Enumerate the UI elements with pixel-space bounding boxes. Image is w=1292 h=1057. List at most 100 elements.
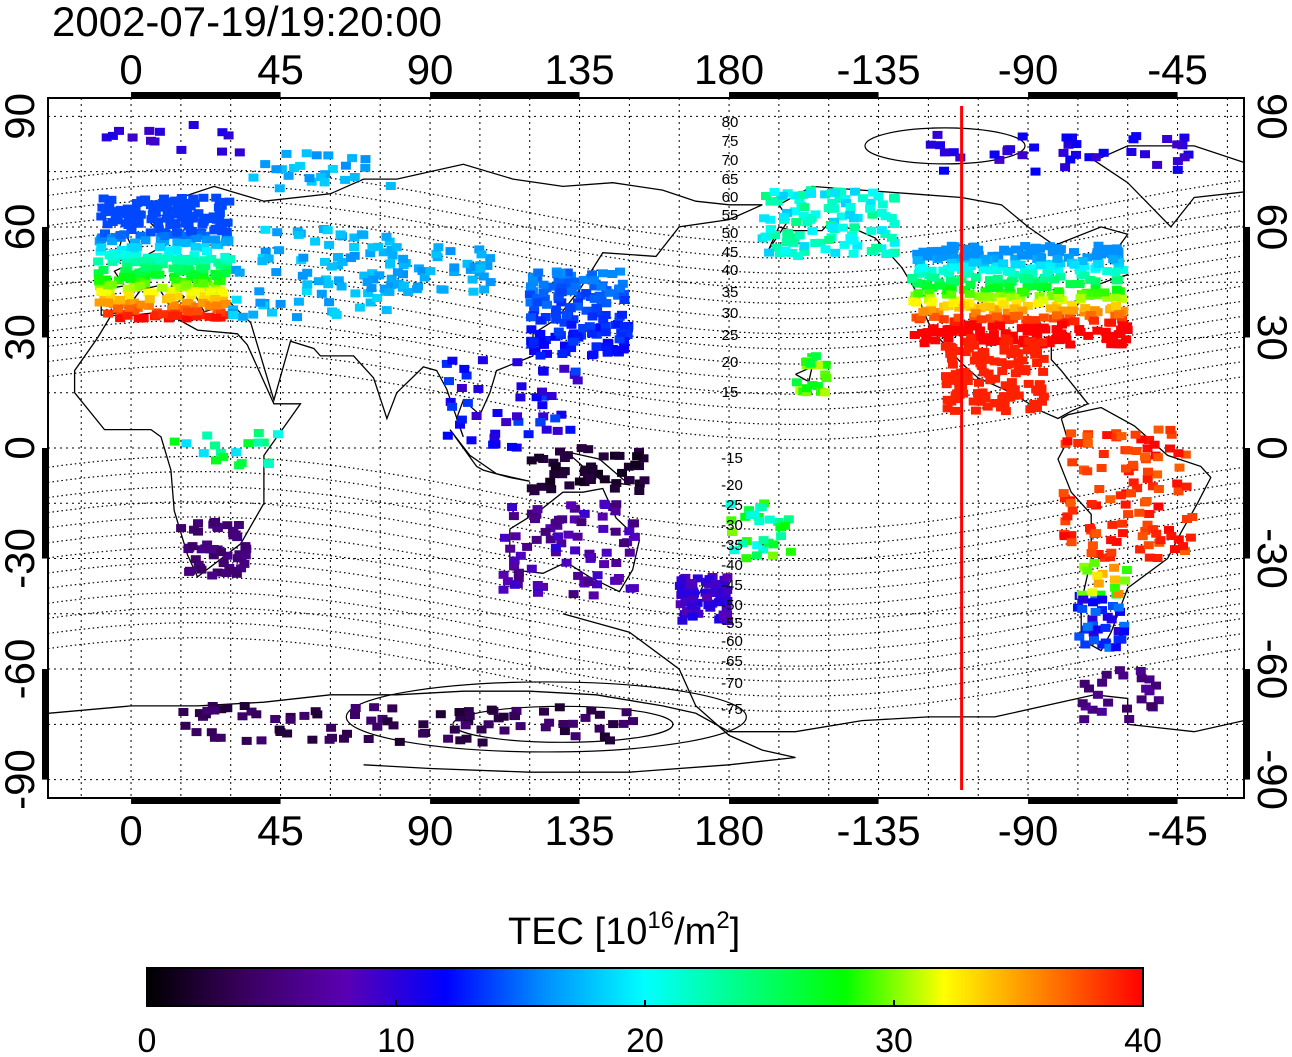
tec-point	[876, 244, 887, 253]
tec-point	[805, 359, 816, 368]
tec-point	[975, 326, 986, 335]
lon-tick-label-top: -45	[1147, 46, 1208, 93]
tec-point	[1055, 272, 1066, 281]
tec-point	[1144, 675, 1155, 684]
tec-point	[254, 287, 265, 296]
tec-point	[302, 280, 313, 289]
tec-point	[1079, 308, 1090, 317]
tec-point	[886, 214, 897, 222]
tec-point	[619, 322, 630, 331]
tec-point	[568, 337, 579, 346]
tec-point	[794, 231, 805, 240]
tec-point	[1069, 317, 1080, 326]
tec-point	[176, 145, 187, 154]
tec-point	[1066, 538, 1077, 547]
tec-point	[944, 269, 955, 278]
tec-point	[1016, 251, 1027, 260]
tec-point	[1105, 553, 1115, 562]
tec-point	[391, 243, 402, 252]
tec-point	[570, 732, 581, 741]
tec-point	[599, 560, 610, 569]
tec-point	[441, 359, 452, 368]
tec-point	[1060, 332, 1071, 341]
tec-point	[1066, 531, 1077, 540]
tec-point	[597, 512, 608, 521]
tec-point	[168, 301, 179, 309]
contour-label: -60	[721, 633, 743, 650]
tec-point	[381, 306, 392, 315]
tec-point	[292, 313, 302, 322]
coastline-path	[48, 690, 1244, 733]
tec-point	[988, 330, 999, 339]
tec-point	[964, 258, 975, 267]
tec-point	[611, 479, 622, 488]
tec-point	[618, 345, 629, 354]
contour-label: 60	[722, 189, 739, 206]
tec-point	[535, 316, 546, 325]
tec-point	[467, 275, 478, 284]
tec-point	[552, 426, 563, 435]
tec-point	[1143, 467, 1153, 476]
tec-point	[1034, 380, 1045, 389]
tec-point	[512, 412, 522, 421]
tec-point	[1141, 497, 1152, 505]
tec-point	[342, 729, 352, 738]
tec-point	[1066, 429, 1077, 438]
tec-point	[181, 439, 192, 448]
tec-point	[1009, 312, 1020, 320]
contour-line	[48, 637, 1244, 713]
tec-point	[1110, 643, 1121, 652]
tec-point	[617, 279, 628, 288]
tec-point	[513, 568, 524, 577]
tec-point	[210, 269, 221, 278]
tec-point	[1037, 338, 1048, 347]
tec-point	[692, 574, 703, 583]
tec-point	[463, 717, 474, 726]
tec-point	[522, 542, 533, 551]
tec-point	[827, 198, 838, 207]
tec-point	[943, 396, 954, 405]
tec-point	[1049, 262, 1060, 271]
tec-point	[1079, 271, 1090, 280]
tec-point	[1146, 702, 1157, 711]
contour-label: -15	[721, 450, 743, 467]
tec-point	[1113, 589, 1124, 598]
tec-point	[186, 287, 197, 296]
tec-point	[930, 336, 941, 345]
tec-point	[498, 570, 509, 579]
tec-point	[837, 223, 848, 232]
contour-label: -50	[721, 597, 743, 614]
tec-point	[378, 248, 389, 257]
lon-tick-label-bottom: -45	[1147, 807, 1208, 854]
tec-point	[157, 203, 168, 212]
tec-point	[680, 598, 691, 607]
tec-point	[539, 294, 550, 303]
tec-point	[1087, 541, 1098, 550]
tec-point	[526, 313, 536, 322]
tec-point	[385, 259, 396, 268]
tec-point	[1082, 566, 1093, 575]
tec-point	[1092, 288, 1103, 297]
tec-point	[1074, 325, 1085, 333]
tec-point	[997, 314, 1008, 323]
tec-point	[1037, 397, 1047, 406]
tec-point	[208, 545, 219, 553]
tec-point	[601, 548, 612, 557]
tec-point	[754, 517, 765, 526]
tec-point	[994, 155, 1005, 164]
tec-point	[104, 201, 115, 210]
tec-point	[217, 128, 228, 137]
tec-point	[913, 289, 924, 298]
tec-point	[1079, 679, 1090, 688]
tec-point	[829, 204, 840, 213]
tec-point	[950, 370, 961, 379]
tec-point	[231, 569, 242, 578]
tec-point	[610, 527, 621, 536]
tec-point	[799, 203, 810, 212]
tec-point	[1089, 316, 1099, 325]
tec-point	[848, 236, 859, 245]
tec-point	[617, 468, 627, 477]
tec-point	[127, 133, 138, 142]
tec-point	[455, 713, 466, 722]
tec-point	[131, 258, 142, 267]
